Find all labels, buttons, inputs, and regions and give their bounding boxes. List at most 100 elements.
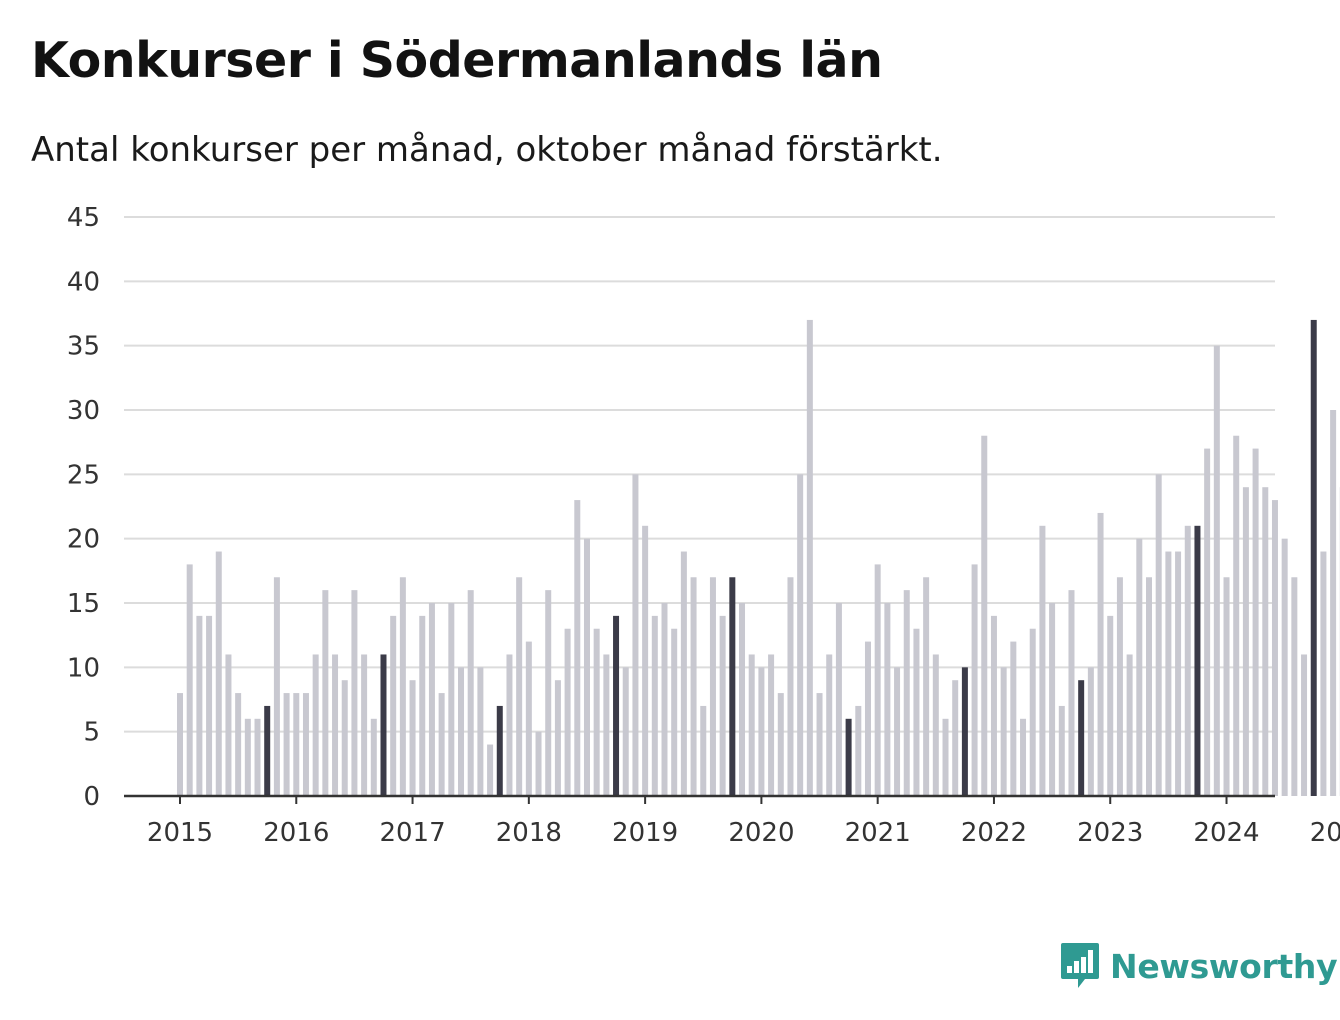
x-tick-label: 2015 — [147, 818, 213, 848]
bar — [1262, 487, 1269, 796]
bar — [768, 654, 775, 796]
bar — [942, 718, 949, 796]
y-tick-label: 45 — [67, 203, 100, 233]
bar — [428, 603, 435, 796]
chart-subtitle: Antal konkurser per månad, oktober månad… — [31, 130, 943, 170]
bar — [671, 628, 678, 796]
bar — [302, 693, 309, 796]
bar-october — [1194, 525, 1201, 796]
newsworthy-logo[interactable]: Newsworthy — [1060, 940, 1338, 992]
bar — [370, 718, 377, 796]
bar — [399, 577, 406, 796]
bar — [186, 564, 193, 796]
bar — [797, 474, 804, 796]
y-tick-label: 30 — [67, 396, 100, 426]
bar — [1058, 705, 1065, 796]
bar — [458, 667, 465, 796]
bar — [467, 590, 474, 796]
y-tick-label: 0 — [83, 782, 100, 812]
bar — [816, 693, 823, 796]
bar-october — [1310, 319, 1317, 796]
brand-name: Newsworthy — [1110, 946, 1338, 986]
x-tick-label: 2018 — [496, 818, 562, 848]
x-tick-label: 2019 — [612, 818, 678, 848]
y-tick-label: 15 — [67, 589, 100, 619]
bar — [1301, 654, 1308, 796]
bar — [487, 744, 494, 796]
bar — [1184, 525, 1191, 796]
bar — [535, 731, 542, 796]
bar — [806, 319, 813, 796]
bar — [1242, 487, 1249, 796]
bar — [244, 718, 251, 796]
y-tick-label: 10 — [67, 653, 100, 683]
bar — [903, 590, 910, 796]
bar — [419, 615, 426, 796]
bar — [1155, 474, 1162, 796]
bar — [1320, 551, 1327, 796]
bar — [1146, 577, 1152, 796]
bar — [739, 603, 746, 796]
y-tick-label: 20 — [67, 525, 100, 555]
x-tick-label: 2022 — [961, 818, 1027, 848]
bar — [1252, 448, 1259, 796]
bar — [855, 705, 862, 796]
bar — [1010, 641, 1017, 796]
bar — [1039, 525, 1046, 796]
bar — [196, 615, 203, 796]
bar — [322, 590, 329, 796]
x-tick-label: 2021 — [845, 818, 911, 848]
bar-october — [961, 667, 968, 796]
bar-october — [264, 705, 271, 796]
bar — [1291, 577, 1298, 796]
bar — [1233, 435, 1240, 796]
x-tick-label: 2016 — [263, 818, 329, 848]
bar — [206, 615, 213, 796]
bar — [361, 654, 368, 796]
x-tick-label: 2017 — [379, 818, 445, 848]
bar — [719, 615, 726, 796]
bar — [1213, 345, 1220, 796]
bar — [235, 693, 242, 796]
bar-october — [729, 577, 736, 796]
bar — [341, 680, 348, 796]
bar — [787, 577, 794, 796]
bar — [1087, 667, 1094, 796]
bar — [554, 680, 561, 796]
bar — [913, 628, 920, 796]
bar — [1175, 551, 1182, 796]
bar — [748, 654, 755, 796]
y-tick-label: 25 — [67, 460, 100, 490]
bar — [923, 577, 930, 796]
bar — [225, 654, 232, 796]
bar — [632, 474, 639, 796]
bar — [952, 680, 959, 796]
bar — [215, 551, 222, 796]
bar — [651, 615, 658, 796]
x-tick-label: 2023 — [1077, 818, 1143, 848]
bar — [583, 538, 590, 796]
bar — [574, 500, 581, 796]
bar — [593, 628, 600, 796]
bar — [1271, 500, 1278, 796]
bar-october — [845, 718, 852, 796]
bar — [1204, 448, 1211, 796]
bar — [642, 525, 649, 796]
bar — [516, 577, 523, 796]
bar — [1223, 577, 1230, 796]
bar — [874, 564, 881, 796]
bar — [1097, 512, 1104, 796]
bar — [932, 654, 939, 796]
bar — [758, 667, 765, 796]
bar — [273, 577, 280, 796]
bars — [177, 319, 1340, 796]
chart-title: Konkurser i Södermanlands län — [31, 32, 883, 89]
x-tick-label: 2024 — [1193, 818, 1259, 848]
bar — [545, 590, 552, 796]
bar — [332, 654, 339, 796]
bar — [283, 693, 290, 796]
bar — [351, 590, 358, 796]
bar — [971, 564, 978, 796]
